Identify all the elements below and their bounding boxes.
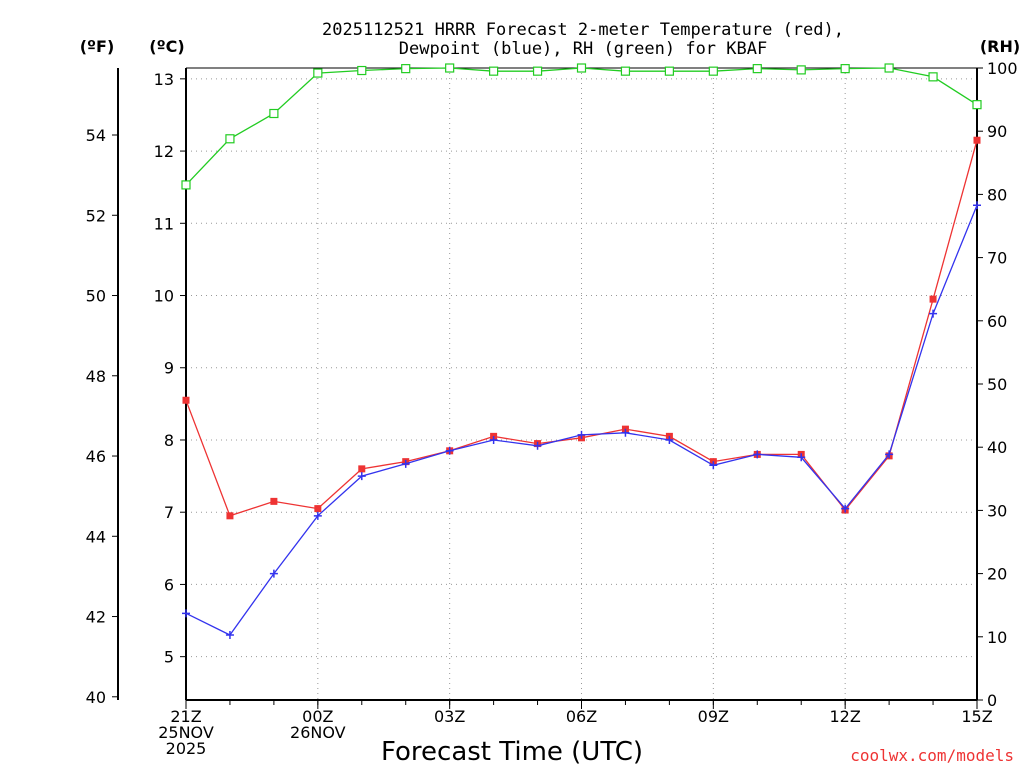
rh-point-12 [708, 66, 718, 76]
rh-unit-label: (RH) [980, 37, 1020, 56]
x-tick-label-0-2: 2025 [166, 739, 207, 758]
rh-point-14 [796, 65, 806, 75]
temperature-point-3 [314, 505, 322, 513]
rh-point-4 [357, 65, 367, 76]
rh-tick-label-100: 100 [987, 59, 1018, 78]
dewpoint-point-2 [269, 569, 278, 578]
dewpoint-point-0 [182, 609, 190, 618]
c-tick-label-10: 10 [154, 287, 174, 306]
x-tick-label-6-0: 03Z [434, 707, 465, 726]
x-tick-label-0-0: 21Z [170, 707, 201, 726]
dewpoint-point-17 [929, 309, 938, 318]
rh-point-11 [664, 66, 674, 76]
rh-point-2 [269, 108, 279, 119]
rh-line [185, 67, 978, 186]
dewpoint-point-3 [313, 511, 322, 520]
rh-point-3 [313, 68, 323, 78]
f-tick-label-46: 46 [86, 447, 106, 466]
rh-point-6 [445, 63, 455, 73]
grid-lines [186, 68, 977, 700]
rh-tick-label-0: 0 [987, 691, 997, 710]
rh-tick-label-60: 60 [987, 312, 1007, 331]
f-tick-label-52: 52 [86, 206, 106, 225]
x-tick-label-3-1: 26NOV [290, 723, 346, 742]
dewpoint-line [185, 204, 978, 636]
temperature-point-1 [226, 512, 234, 520]
chart-title-line2: Dewpoint (blue), RH (green) for KBAF [399, 39, 767, 59]
dewpoint-point-8 [533, 441, 542, 450]
x-tick-label-12-0: 09Z [698, 707, 729, 726]
dewpoint-point-13 [753, 450, 762, 459]
f-tick-label-50: 50 [86, 287, 106, 306]
chart-title-line1: 2025112521 HRRR Forecast 2-meter Tempera… [322, 20, 844, 40]
watermark-link[interactable]: coolwx.com/models [850, 746, 1014, 765]
rh-point-13 [752, 64, 762, 74]
rh-point-10 [620, 66, 631, 76]
rh-point-15 [840, 64, 850, 74]
dewpoint-point-9 [577, 430, 586, 439]
rh-point-17 [928, 72, 938, 82]
f-tick-label-40: 40 [86, 688, 106, 707]
rh-tick-label-70: 70 [987, 249, 1007, 268]
dewpoint-point-14 [797, 453, 806, 462]
x-tick-label-0-1: 25NOV [158, 723, 214, 742]
dewpoint-point-6 [445, 446, 454, 455]
temperature-point-18 [973, 136, 981, 144]
f-tick-label-44: 44 [86, 527, 106, 546]
rh-point-1 [225, 134, 235, 144]
c-tick-label-8: 8 [164, 431, 174, 450]
dewpoint-point-18 [973, 201, 981, 210]
celsius-unit-label: (ºC) [149, 37, 184, 56]
temperature-point-17 [929, 295, 937, 303]
x-tick-label-15-0: 12Z [830, 707, 861, 726]
c-tick-label-11: 11 [154, 214, 174, 233]
dewpoint-point-5 [401, 459, 410, 468]
dewpoint-point-4 [357, 472, 366, 481]
tick-labels: 5 6 7 8 9 10 11 12 13 40 42 44 46 48 50 52 54 0 10 20 30 40 50… [86, 59, 1018, 758]
temperature-point-2 [270, 497, 278, 505]
dewpoint-point-7 [489, 435, 498, 444]
c-tick-label-5: 5 [164, 648, 174, 667]
dewpoint-point-11 [665, 435, 674, 444]
rh-point-9 [576, 63, 587, 73]
axes [112, 67, 983, 709]
f-tick-label-48: 48 [86, 367, 106, 386]
rh-tick-label-30: 30 [987, 501, 1007, 520]
f-tick-label-54: 54 [86, 126, 106, 145]
c-tick-label-13: 13 [154, 70, 174, 89]
f-tick-label-42: 42 [86, 608, 106, 627]
dewpoint-point-1 [225, 630, 234, 639]
rh-point-7 [489, 66, 499, 76]
data-series [181, 63, 982, 639]
rh-point-18 [972, 100, 982, 110]
rh-point-16 [884, 63, 894, 73]
x-tick-label-9-0: 06Z [566, 707, 597, 726]
rh-tick-label-80: 80 [987, 185, 1007, 204]
dewpoint-point-12 [709, 461, 718, 470]
rh-tick-label-10: 10 [987, 628, 1007, 647]
c-tick-label-6: 6 [164, 575, 174, 594]
rh-tick-label-90: 90 [987, 122, 1007, 141]
rh-point-8 [532, 66, 543, 76]
temperature-point-0 [182, 396, 190, 404]
dewpoint-point-10 [621, 428, 630, 437]
rh-tick-label-50: 50 [987, 375, 1007, 394]
rh-tick-label-20: 20 [987, 565, 1007, 584]
x-axis-label: Forecast Time (UTC) [381, 737, 643, 767]
x-tick-label-3-0: 00Z [302, 707, 333, 726]
rh-tick-label-40: 40 [987, 438, 1007, 457]
fahrenheit-unit-label: (ºF) [80, 37, 115, 56]
rh-point-0 [181, 180, 191, 190]
rh-point-5 [401, 64, 411, 74]
dewpoint-point-16 [885, 450, 894, 459]
x-tick-label-18-0: 15Z [961, 707, 992, 726]
c-tick-label-9: 9 [164, 359, 174, 378]
c-tick-label-7: 7 [164, 503, 174, 522]
dewpoint-point-15 [841, 504, 850, 513]
temperature-point-4 [358, 465, 366, 473]
c-tick-label-12: 12 [154, 142, 174, 161]
